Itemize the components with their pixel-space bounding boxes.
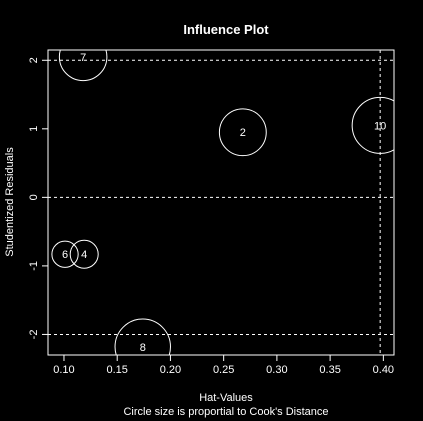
point-label: 10	[374, 120, 386, 132]
x-axis: 0.10 0.15 0.20 0.25 0.30 0.35 0.40	[53, 355, 394, 376]
point-label: 7	[80, 52, 86, 64]
y-tick-label: -1	[28, 261, 40, 271]
bubble-point	[218, 108, 267, 157]
point-label: 2	[240, 127, 246, 139]
bubble-point	[351, 96, 394, 154]
y-axis-label: Studentized Residuals	[4, 147, 16, 257]
x-tick-label: 0.20	[160, 364, 181, 376]
bubble-point	[69, 239, 99, 269]
x-axis-label: Hat-Values	[199, 392, 253, 404]
bubble-point	[51, 240, 79, 268]
x-tick-label: 0.35	[319, 364, 340, 376]
chart-subtitle: Circle size is proportial to Cook's Dist…	[123, 406, 328, 418]
reference-lines	[48, 50, 394, 355]
x-tick-label: 0.15	[106, 364, 127, 376]
x-tick-label: 0.10	[53, 364, 74, 376]
x-tick-label: 0.25	[213, 364, 234, 376]
y-tick-label: 2	[28, 57, 40, 63]
y-axis: -2 -1 0 1 2	[28, 57, 48, 339]
data-points: 7 2 10 6 4 8	[51, 50, 394, 355]
point-label: 4	[81, 249, 87, 261]
x-tick-label: 0.30	[266, 364, 287, 376]
x-tick-label: 0.40	[373, 364, 394, 376]
y-tick-label: 1	[28, 126, 40, 132]
y-tick-label: 0	[28, 194, 40, 200]
point-label: 8	[140, 342, 146, 354]
point-label: 6	[62, 249, 68, 261]
bubble-point	[58, 50, 108, 82]
chart-title: Influence Plot	[183, 22, 269, 37]
bubble-point	[114, 318, 171, 355]
y-tick-label: -2	[28, 330, 40, 340]
plot-frame	[47, 49, 395, 356]
